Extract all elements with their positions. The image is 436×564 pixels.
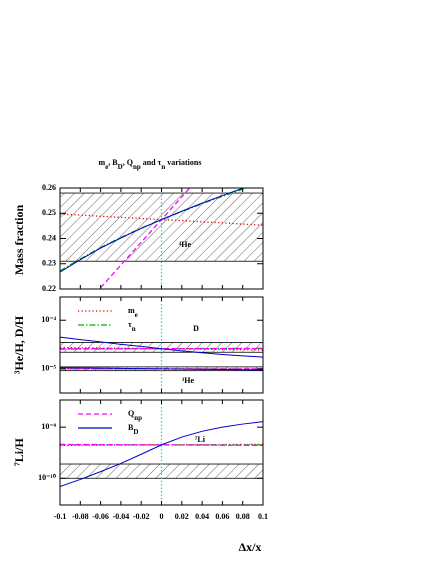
legend-label: me xyxy=(128,306,138,319)
text-part: m xyxy=(128,306,135,315)
y-tick-label: 10⁻⁴ xyxy=(41,315,56,324)
series-line xyxy=(60,188,249,272)
legend-label: BD xyxy=(128,423,138,436)
legend-label: Qnp xyxy=(128,409,142,422)
y-tick-label: 0.25 xyxy=(42,208,56,217)
x-tick-label: 0 xyxy=(160,512,164,521)
subscript: D xyxy=(118,163,123,171)
x-tick-label: -0.08 xyxy=(72,512,89,521)
text-part: and τ xyxy=(141,158,162,167)
y-tick-label: 0.24 xyxy=(42,233,56,242)
subscript: D xyxy=(133,428,138,436)
text-part: B xyxy=(128,423,134,432)
text-part: variations xyxy=(165,158,201,167)
text-part: Q xyxy=(128,409,134,418)
y-tick-label: 0.22 xyxy=(42,284,56,293)
y-tick-label: 0.26 xyxy=(42,183,56,192)
x-tick-label: -0.06 xyxy=(92,512,109,521)
text-part: τ xyxy=(128,320,132,329)
subscript: n xyxy=(161,163,165,171)
annotation: D xyxy=(193,324,199,333)
x-tick-label: -0.02 xyxy=(133,512,150,521)
series-line xyxy=(60,188,245,273)
y-tick-label: 10⁻⁹ xyxy=(41,422,56,431)
annotation: ³He xyxy=(182,376,195,385)
x-tick-label: 0.1 xyxy=(258,512,268,521)
x-tick-label: 0.06 xyxy=(215,512,229,521)
x-tick-label: 0.04 xyxy=(195,512,209,521)
y-axis-label: Mass fraction xyxy=(12,205,26,276)
text-part: , B xyxy=(108,158,118,167)
text-part: , Q xyxy=(123,158,133,167)
y-axis-label: ³He/H, D/H xyxy=(12,315,26,374)
y-tick-label: 10⁻⁵ xyxy=(41,364,56,373)
text-part: m xyxy=(99,158,106,167)
x-tick-label: 0.02 xyxy=(175,512,189,521)
subscript: e xyxy=(105,163,108,171)
series-line xyxy=(60,367,263,371)
series-line xyxy=(60,336,263,358)
x-tick-label: -0.1 xyxy=(54,512,67,521)
x-tick-label: 0.08 xyxy=(236,512,250,521)
annotation: ⁴He xyxy=(179,240,192,249)
subscript: np xyxy=(134,414,142,422)
x-tick-label: -0.04 xyxy=(113,512,130,521)
series-line xyxy=(60,443,263,447)
series-line xyxy=(60,421,263,487)
y-tick-label: 0.23 xyxy=(42,259,56,268)
y-axis-label: ⁷Li/H xyxy=(12,438,26,466)
subscript: e xyxy=(135,311,138,319)
subscript: np xyxy=(133,163,141,171)
y-tick-label: 10⁻¹⁰ xyxy=(38,473,57,482)
annotation: ⁷Li xyxy=(195,435,206,444)
subscript: n xyxy=(132,325,136,333)
series-line xyxy=(100,188,191,289)
x-axis-label: Δx/x xyxy=(239,540,262,554)
legend-label: τn xyxy=(128,320,136,333)
chart-title: me, BD, Qnp and τn variations xyxy=(99,158,202,171)
